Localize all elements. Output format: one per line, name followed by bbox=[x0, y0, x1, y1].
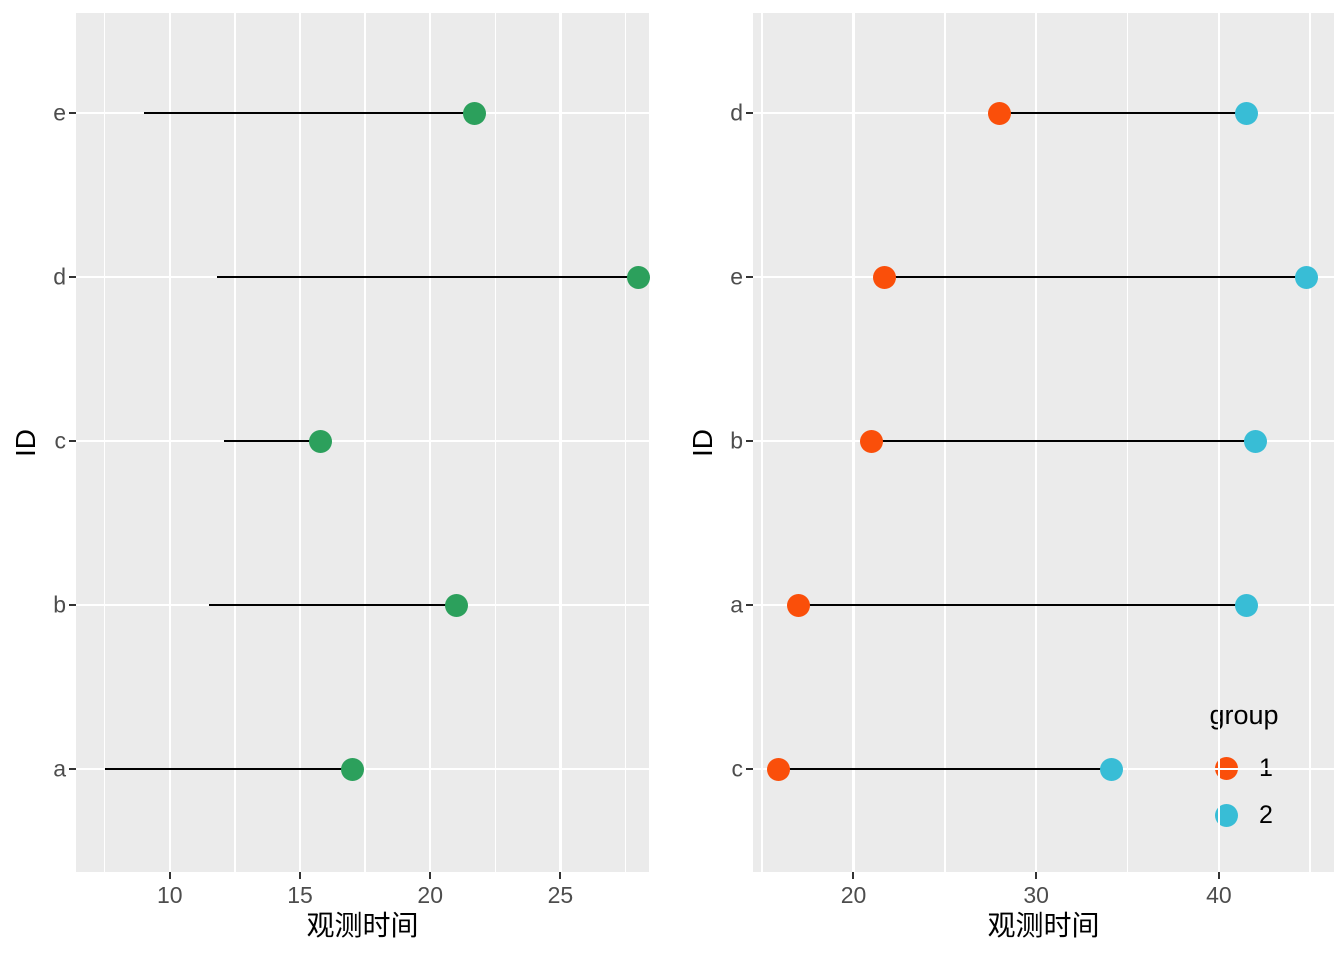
y-tick-mark-b bbox=[69, 604, 76, 606]
minor-gridline-x-22.5 bbox=[494, 13, 497, 872]
legend-label-group2: 2 bbox=[1259, 801, 1273, 829]
point-c bbox=[309, 429, 333, 453]
minor-gridline-x-17.5 bbox=[364, 13, 366, 872]
major-gridline-x-20 bbox=[428, 13, 432, 872]
y-tick-label-a: a bbox=[730, 591, 743, 618]
minor-gridline-x-27.5 bbox=[624, 13, 627, 872]
major-gridline-x-20 bbox=[852, 13, 855, 872]
y-tick-mark-a bbox=[746, 604, 753, 606]
point-d bbox=[627, 265, 651, 289]
segment-e bbox=[143, 111, 475, 115]
major-gridline-x-10 bbox=[168, 13, 171, 872]
point-e-group1 bbox=[873, 265, 897, 289]
x-tick-mark-15 bbox=[298, 872, 301, 879]
major-gridline-x-30 bbox=[1034, 13, 1038, 872]
point-a-group2 bbox=[1234, 593, 1258, 617]
major-gridline-y-c bbox=[76, 439, 649, 443]
y-tick-label-d: d bbox=[53, 263, 66, 290]
y-tick-label-c: c bbox=[731, 755, 744, 782]
segment-a bbox=[798, 603, 1247, 607]
segment-b bbox=[208, 603, 457, 607]
y-tick-mark-d bbox=[746, 112, 753, 114]
minor-gridline-x-25 bbox=[944, 13, 946, 872]
x-tick-mark-30 bbox=[1035, 872, 1038, 879]
point-e bbox=[462, 101, 486, 125]
y-tick-mark-c bbox=[746, 768, 753, 770]
x-tick-mark-20 bbox=[429, 872, 432, 879]
point-c-group1 bbox=[767, 757, 791, 781]
y-tick-mark-e bbox=[746, 276, 753, 278]
y-tick-label-b: b bbox=[53, 591, 66, 618]
left-x-axis-title: 观测时间 bbox=[306, 910, 419, 941]
x-tick-label-20: 20 bbox=[840, 882, 867, 908]
point-b-group1 bbox=[860, 429, 884, 453]
point-b bbox=[444, 593, 468, 617]
x-tick-label-15: 15 bbox=[287, 882, 313, 908]
point-a-group1 bbox=[787, 593, 811, 617]
minor-gridline-x-45 bbox=[1309, 13, 1311, 872]
segment-a bbox=[104, 767, 353, 771]
right-plot-panel bbox=[753, 13, 1334, 872]
right-x-axis-title: 观测时间 bbox=[987, 910, 1100, 941]
group2-dot-icon bbox=[1215, 804, 1238, 827]
x-tick-label-10: 10 bbox=[156, 882, 183, 908]
segment-c bbox=[778, 767, 1112, 771]
major-gridline-x-40 bbox=[1217, 13, 1221, 872]
x-tick-label-20: 20 bbox=[417, 882, 443, 908]
legend-title: group bbox=[1209, 700, 1279, 730]
segment-c bbox=[224, 439, 321, 443]
x-tick-mark-40 bbox=[1217, 872, 1220, 879]
major-gridline-x-15 bbox=[298, 13, 302, 872]
legend-item-group2: 2 bbox=[1196, 792, 1292, 839]
x-tick-label-40: 40 bbox=[1206, 882, 1232, 908]
y-tick-mark-e bbox=[69, 112, 76, 114]
y-tick-label-d: d bbox=[730, 99, 743, 126]
major-gridline-x-25 bbox=[559, 13, 562, 872]
point-a bbox=[340, 757, 364, 781]
minor-gridline-x-35 bbox=[1126, 13, 1129, 872]
y-tick-label-c: c bbox=[54, 427, 67, 454]
y-tick-label-e: e bbox=[730, 263, 743, 290]
minor-gridline-x-12.5 bbox=[234, 13, 236, 872]
segment-d bbox=[216, 275, 639, 279]
left-plot-panel bbox=[76, 13, 649, 872]
x-tick-mark-20 bbox=[852, 872, 855, 879]
minor-gridline-x-7.5 bbox=[103, 13, 106, 872]
y-tick-mark-b bbox=[746, 440, 753, 442]
segment-d bbox=[999, 111, 1247, 115]
segment-b bbox=[871, 439, 1256, 443]
point-d-group1 bbox=[988, 101, 1012, 125]
y-tick-label-b: b bbox=[730, 427, 743, 454]
y-tick-mark-c bbox=[69, 440, 76, 442]
y-tick-label-e: e bbox=[53, 99, 66, 126]
segment-e bbox=[884, 275, 1307, 279]
x-tick-label-30: 30 bbox=[1023, 882, 1049, 908]
x-tick-mark-25 bbox=[559, 872, 562, 879]
y-tick-mark-a bbox=[69, 768, 76, 770]
point-e-group2 bbox=[1295, 265, 1319, 289]
x-tick-label-25: 25 bbox=[547, 882, 574, 908]
y-tick-mark-d bbox=[69, 276, 76, 278]
x-tick-mark-10 bbox=[168, 872, 171, 879]
legend: group 1 2 bbox=[1196, 700, 1292, 839]
point-c-group2 bbox=[1099, 757, 1123, 781]
y-tick-label-a: a bbox=[53, 755, 66, 782]
point-b-group2 bbox=[1243, 429, 1267, 453]
point-d-group2 bbox=[1234, 101, 1258, 125]
minor-gridline-x-15 bbox=[761, 13, 763, 872]
